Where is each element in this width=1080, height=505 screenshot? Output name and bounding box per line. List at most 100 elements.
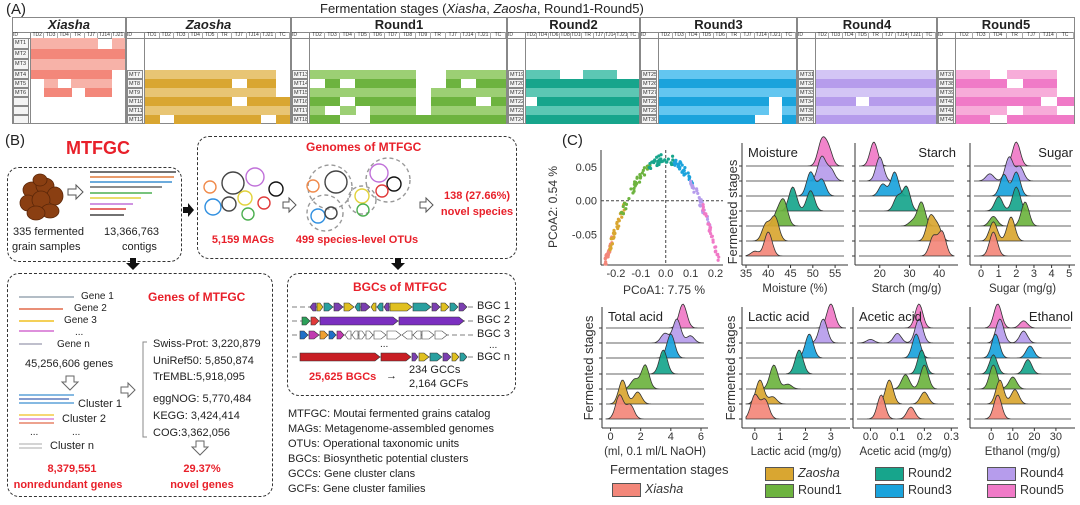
hollow-arrow-icon bbox=[120, 381, 136, 399]
ridge-density-xiasha bbox=[605, 394, 704, 420]
column-header: TC bbox=[782, 32, 796, 38]
pcoa-point bbox=[642, 166, 647, 170]
pcoa-point bbox=[671, 158, 675, 162]
pcoa-point bbox=[701, 205, 705, 209]
heatmap-cell bbox=[145, 106, 160, 115]
heatmap-cell bbox=[460, 115, 477, 124]
db-kegg: KEGG: 3,424,414 bbox=[153, 410, 240, 422]
heatmap-cell bbox=[1040, 88, 1058, 97]
divider bbox=[291, 32, 507, 33]
heatmap-cell bbox=[246, 106, 262, 115]
column-header: TD5 bbox=[700, 32, 714, 38]
panel-b-graphics bbox=[19, 157, 475, 456]
ridge-xtick-label: 30 bbox=[903, 268, 915, 280]
heatmap-cell bbox=[713, 97, 728, 106]
heatmap-cell bbox=[1006, 88, 1024, 97]
panel-c-label: (C) bbox=[562, 132, 583, 149]
heatmap-cell bbox=[188, 97, 204, 106]
ridge-density-zaosha bbox=[857, 379, 954, 405]
heatmap-cell bbox=[896, 106, 910, 115]
column-header: TR bbox=[218, 32, 232, 38]
heatmap-cell bbox=[559, 106, 572, 115]
ridge-xtick-label: 3 bbox=[1031, 268, 1037, 280]
id-column-header: ID bbox=[641, 32, 646, 38]
heatmap-cell bbox=[232, 106, 247, 115]
gcfs-count: 2,164 GCFs bbox=[409, 378, 469, 390]
contigs-text: contigs bbox=[122, 241, 157, 253]
heatmap-cell bbox=[246, 115, 262, 124]
heatmap-cell bbox=[956, 97, 974, 106]
ridge-xlabel: Lactic acid (mg/g) bbox=[751, 446, 842, 458]
ridge-xlabel: Acetic acid (mg/g) bbox=[859, 446, 951, 458]
legend-swatch-xiasha bbox=[612, 483, 641, 497]
column-header: TD8 bbox=[560, 32, 572, 38]
genomes-title: Genomes of MTFGC bbox=[306, 140, 422, 154]
bgc-gene-arrow bbox=[333, 302, 344, 312]
ridge-density-xiasha bbox=[974, 231, 1071, 257]
db-eggnog: eggNOG: 5,770,484 bbox=[153, 393, 252, 405]
bgc-gene-arrow bbox=[316, 302, 324, 312]
pcoa-point bbox=[612, 228, 616, 232]
heatmap-cell bbox=[672, 106, 687, 115]
heatmap-cell bbox=[71, 59, 85, 70]
ridge-title: Lactic acid bbox=[748, 309, 809, 324]
ridge-xtick-label: 55 bbox=[829, 268, 841, 280]
column-header: TJ7 bbox=[883, 32, 896, 38]
column-header: TD10 bbox=[571, 32, 583, 38]
sample-id: MT35 bbox=[798, 106, 814, 115]
pcoa-point bbox=[676, 162, 680, 166]
column-header: TR bbox=[583, 32, 594, 38]
pcoa-point bbox=[698, 203, 702, 207]
pcoa-point bbox=[649, 166, 653, 171]
heatmap-cell bbox=[246, 88, 262, 97]
sample-id: MT14 bbox=[292, 79, 308, 88]
ridge-xtick-label: 4 bbox=[668, 431, 674, 443]
heatmap-cell bbox=[261, 70, 276, 79]
bgc-gene-arrow bbox=[412, 302, 432, 312]
pcoa-point bbox=[691, 184, 695, 188]
ridge-density-round4 bbox=[746, 155, 845, 182]
heatmap-cell bbox=[909, 106, 923, 115]
column-header: TD3 bbox=[973, 32, 990, 38]
column-header: TD2 bbox=[310, 32, 326, 38]
ridge-density-round2 bbox=[746, 349, 846, 375]
title-suffix: , Round1-Round5) bbox=[536, 1, 644, 16]
bgc-gene-arrow bbox=[383, 302, 390, 312]
bgc-gene-arrow bbox=[328, 330, 337, 340]
divider bbox=[640, 32, 797, 33]
sample-id bbox=[13, 106, 29, 115]
novel-species-count: 138 (27.66%) bbox=[443, 190, 511, 202]
heatmap-cell bbox=[57, 59, 72, 70]
heatmap-cell bbox=[460, 88, 477, 97]
pcoa-point bbox=[657, 154, 661, 158]
ridge-density-round2 bbox=[859, 185, 954, 212]
pcoa-point bbox=[624, 207, 628, 211]
bgc-gene-arrow bbox=[451, 352, 460, 362]
heatmap-cell bbox=[627, 88, 640, 97]
heatmap-cell bbox=[400, 79, 416, 88]
ridge-xtick-label: 0.1 bbox=[890, 431, 905, 443]
divider bbox=[12, 32, 126, 33]
sample-id: MT19 bbox=[508, 70, 524, 79]
db-trembl: TrEMBL:5,918,095 bbox=[153, 371, 245, 383]
title-prefix: Fermentation stages ( bbox=[320, 1, 447, 16]
heatmap-cell bbox=[174, 115, 189, 124]
sample-id: MT38 bbox=[938, 79, 954, 88]
heatmap-cell bbox=[526, 115, 538, 124]
legend-label-round1: Round1 bbox=[798, 483, 842, 497]
otus-count: 499 species-level OTUs bbox=[295, 234, 419, 246]
heatmap-cell bbox=[754, 97, 769, 106]
sample-id: MT22 bbox=[508, 97, 524, 106]
heatmap-cell bbox=[816, 79, 830, 88]
heatmap-cell bbox=[370, 97, 386, 106]
heatmap-cell bbox=[203, 88, 218, 97]
legend-label-round3: Round3 bbox=[908, 483, 952, 497]
bgc-n-label: BGC n bbox=[477, 351, 511, 363]
heatmap-cell bbox=[842, 70, 857, 79]
heatmap-cell bbox=[593, 106, 606, 115]
sample-id: MT11 bbox=[127, 106, 143, 115]
sample-id: MT2 bbox=[13, 48, 29, 60]
pcoa-point bbox=[673, 163, 677, 167]
heatmap-cell bbox=[232, 115, 247, 124]
heatmap-cell bbox=[829, 70, 843, 79]
